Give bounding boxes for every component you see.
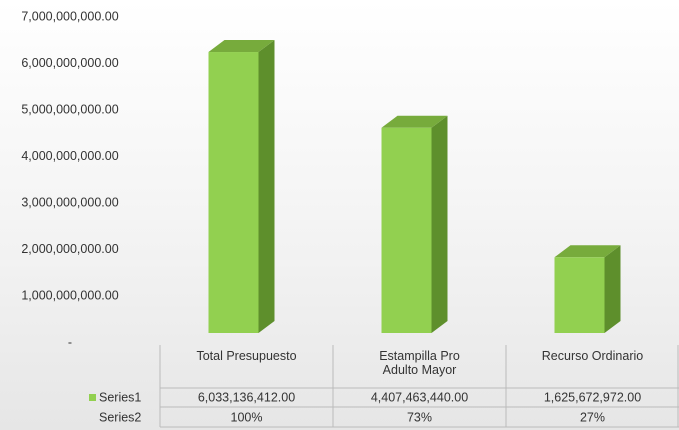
y-tick-label: 6,000,000,000.00 <box>21 56 118 70</box>
y-tick-label: 2,000,000,000.00 <box>21 242 118 256</box>
x-tick-label: Recurso Ordinario <box>541 349 644 363</box>
table-value: 1,625,672,972.00 <box>544 390 641 404</box>
legend-key <box>89 394 96 401</box>
y-tick-label: 1,000,000,000.00 <box>21 289 118 303</box>
table-value: 6,033,136,412.00 <box>198 390 295 404</box>
y-tick-label: 3,000,000,000.00 <box>21 196 118 210</box>
bar-top <box>554 245 621 258</box>
x-tick-label: Total Presupuesto <box>196 349 297 363</box>
legend-label: Series2 <box>99 410 141 424</box>
bar-side <box>604 245 621 333</box>
x-tick-label: Estampilla Pro Adulto Mayor <box>379 349 460 377</box>
table-value: 100% <box>231 410 263 424</box>
table-value: 73% <box>407 410 432 424</box>
y-tick-label: 7,000,000,000.00 <box>21 9 118 23</box>
table-value: 27% <box>580 410 605 424</box>
bar <box>554 257 605 333</box>
bar-top <box>381 115 448 128</box>
bar-top <box>208 40 275 53</box>
legend-label: Series1 <box>99 390 141 404</box>
y-tick-label: - <box>68 335 72 349</box>
bar-side <box>258 40 275 333</box>
bar <box>208 52 259 333</box>
y-tick-label: 4,000,000,000.00 <box>21 149 118 163</box>
table-value: 4,407,463,440.00 <box>371 390 468 404</box>
bar-side <box>431 115 448 333</box>
bar <box>381 127 432 333</box>
y-tick-label: 5,000,000,000.00 <box>21 102 118 116</box>
